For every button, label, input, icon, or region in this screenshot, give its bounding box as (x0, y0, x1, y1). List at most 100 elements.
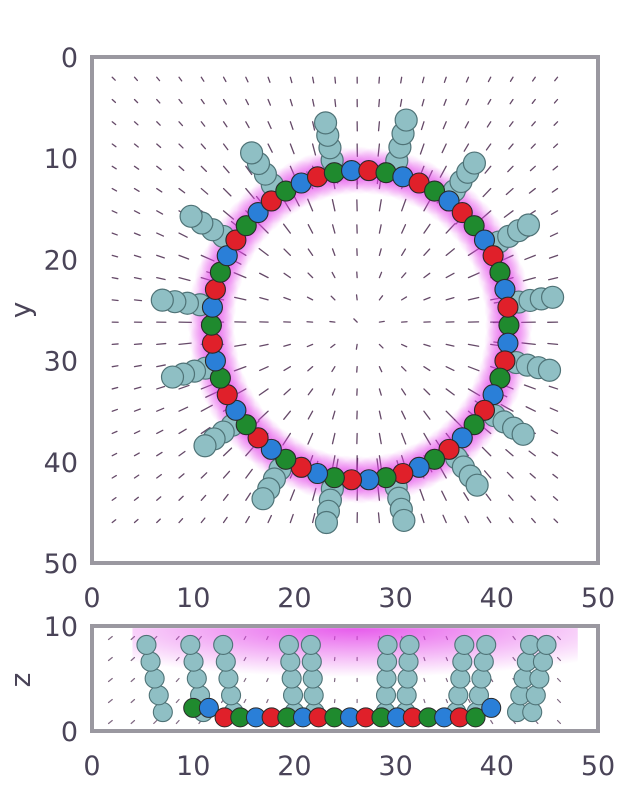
tail-bead (221, 685, 242, 706)
vector-arrow (445, 343, 455, 347)
vector-arrow (506, 471, 514, 479)
vector-arrow (401, 224, 407, 234)
top-panel: 0 10 20 30 40 50 0 10 20 30 40 50 y (4, 43, 615, 614)
vector-arrow (464, 121, 470, 129)
tail-bead (152, 702, 173, 723)
vector-arrow (259, 366, 269, 372)
vector-arrow (111, 474, 117, 479)
vector-arrow (307, 432, 314, 445)
tail-bead (540, 285, 565, 309)
vector-arrow (464, 515, 470, 524)
tail-bead (239, 141, 264, 165)
top-x-tick-label: 20 (277, 583, 311, 614)
halo-band (132, 628, 578, 699)
vector-arrow (467, 366, 480, 372)
tail-bead (300, 634, 321, 655)
vector-arrow (283, 296, 292, 301)
vector-arrow (331, 366, 336, 373)
tail-bead (397, 668, 418, 689)
tail-bead (280, 651, 301, 672)
vector-arrow (111, 519, 117, 524)
vector-arrow (156, 76, 161, 82)
vector-arrow (222, 76, 227, 83)
vector-arrow (156, 121, 161, 126)
vector-arrow (282, 223, 292, 234)
vector-arrow (485, 143, 492, 151)
vector-arrow (441, 490, 447, 501)
vector-arrow (130, 719, 136, 725)
tail-bead (218, 668, 239, 689)
tail-bead (281, 668, 302, 689)
vector-arrow (178, 473, 185, 479)
vector-arrow (156, 429, 164, 435)
vector-arrow (311, 512, 316, 524)
vector-arrow (311, 76, 315, 84)
vector-arrow (353, 318, 358, 323)
vector-arrow (509, 98, 514, 105)
bottom-x-tick-label: 20 (277, 751, 311, 782)
vector-arrow (156, 187, 163, 193)
tail-bead (452, 651, 473, 672)
vector-arrow (530, 143, 536, 149)
tail-bead (448, 685, 469, 706)
tail-bead (394, 108, 418, 132)
vector-arrow (311, 98, 315, 107)
vector-arrow (111, 496, 117, 501)
vector-arrow (329, 320, 336, 323)
vector-arrow (267, 121, 272, 130)
vector-arrow (529, 165, 536, 172)
vector-arrow (200, 121, 206, 127)
tail-bead (377, 634, 398, 655)
vector-arrow (553, 143, 559, 149)
vector-arrow (423, 296, 431, 301)
ring-bead (235, 215, 257, 237)
vector-arrow (550, 429, 559, 435)
ring-bead (247, 202, 269, 224)
vector-arrow (245, 468, 253, 479)
ring-bead (451, 427, 473, 449)
ring-bead (260, 438, 282, 460)
vector-arrow (245, 492, 252, 501)
vector-arrow (289, 121, 294, 130)
top-ring-beads (200, 160, 520, 491)
tail-bead (183, 651, 204, 672)
vector-arrow (378, 410, 382, 420)
vector-arrow (133, 121, 139, 126)
vector-arrow (107, 719, 113, 725)
vector-arrow (307, 388, 314, 396)
vector-arrow (547, 342, 559, 346)
vector-arrow (200, 143, 207, 150)
vector-arrow (111, 121, 117, 126)
vector-arrow (222, 493, 229, 501)
ring-bead (247, 427, 269, 449)
vector-arrow (550, 210, 559, 215)
vector-arrow (178, 406, 189, 412)
bottom-x-tick-label: 40 (480, 751, 514, 782)
vector-arrow (463, 492, 470, 501)
top-x-tick-label: 0 (83, 583, 100, 614)
vector-arrow (307, 272, 314, 279)
vector-arrow (331, 432, 336, 445)
vector-arrow (442, 514, 447, 524)
vector-arrow (523, 384, 536, 390)
vector-arrow (156, 385, 166, 390)
vector-arrow (133, 254, 142, 258)
vector-arrow (399, 98, 403, 107)
vector-arrow (330, 295, 336, 301)
vector-arrow (400, 76, 403, 84)
vector-arrow (467, 698, 471, 704)
vector-arrow (507, 165, 514, 173)
vector-arrow (200, 517, 206, 524)
tail-bead (313, 111, 338, 135)
ring-bead (497, 332, 519, 354)
tail-bead (450, 668, 471, 689)
vector-arrow (133, 452, 140, 457)
base-bead (198, 697, 219, 718)
vector-arrow (289, 489, 296, 501)
tail-bead (399, 634, 420, 655)
top-y-tick-label: 40 (44, 448, 78, 479)
vector-arrow (401, 432, 407, 445)
vector-arrow (178, 428, 187, 435)
vector-arrow (420, 513, 425, 524)
vector-arrow (178, 98, 183, 104)
